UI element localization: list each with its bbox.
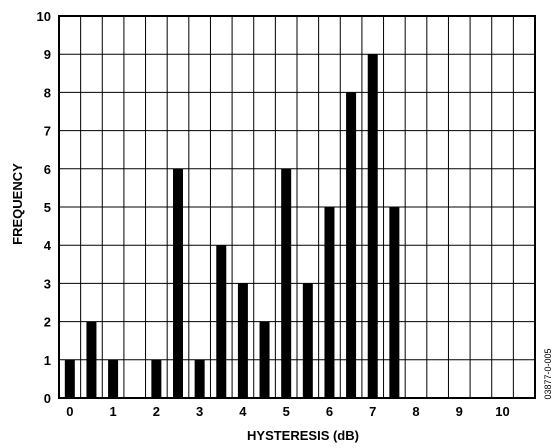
bar-x4_5	[259, 321, 270, 398]
y-tick-label: 7	[44, 124, 51, 139]
x-tick-label: 6	[326, 404, 333, 419]
bar-x3	[194, 359, 205, 398]
bar-x6	[324, 207, 335, 398]
y-tick-label: 6	[44, 162, 51, 177]
bars	[64, 54, 400, 399]
y-tick-label: 3	[44, 276, 51, 291]
y-tick-label: 1	[44, 353, 51, 368]
x-tick-label: 9	[456, 404, 463, 419]
bar-x4	[237, 283, 248, 398]
y-tick-label: 0	[44, 391, 51, 406]
x-tick-label: 0	[66, 404, 73, 419]
y-tick-label: 9	[44, 47, 51, 62]
bar-x6_5	[346, 92, 357, 399]
y-tick-label: 2	[44, 315, 51, 330]
x-tick-label: 3	[196, 404, 203, 419]
y-axis-title: FREQUENCY	[10, 163, 25, 245]
x-tick-label: 1	[109, 404, 116, 419]
x-tick-label: 4	[239, 404, 247, 419]
x-tick-label: 10	[495, 404, 509, 419]
bar-x5	[281, 168, 292, 398]
bar-x1	[108, 359, 119, 398]
figure-id: 03877-0-005	[543, 348, 553, 399]
x-tick-label: 7	[369, 404, 376, 419]
x-tick-label: 8	[412, 404, 419, 419]
bar-x2	[151, 359, 162, 398]
x-tick-label: 5	[283, 404, 290, 419]
x-tick-label: 2	[153, 404, 160, 419]
bar-x7_5	[389, 207, 400, 398]
y-tick-label: 8	[44, 85, 51, 100]
y-tick-label: 10	[37, 9, 51, 24]
bar-x5_5	[302, 283, 313, 398]
y-tick-label: 5	[44, 200, 51, 215]
x-axis-title: HYSTERESIS (dB)	[247, 428, 359, 443]
bar-x3_5	[216, 245, 227, 398]
plot-frame	[58, 15, 536, 399]
x-tick-labels: 0 1 2 3 4 5 6 7 8 9 10	[66, 404, 510, 419]
bar-x2_5	[173, 168, 183, 398]
y-tick-label: 4	[44, 238, 52, 253]
bar-x0	[64, 359, 75, 398]
bar-x0_5	[86, 321, 97, 398]
y-tick-labels: 0 1 2 3 4 5 6 7 8 9 10	[37, 9, 52, 406]
grid-lines	[59, 16, 535, 398]
bar-x7	[367, 54, 378, 398]
